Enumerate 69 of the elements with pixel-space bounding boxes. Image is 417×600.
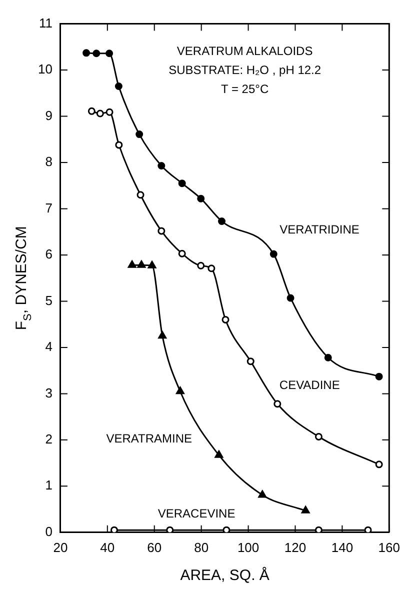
y-tick-label: 5	[45, 292, 52, 308]
point	[214, 450, 224, 458]
y-tick-label: 8	[45, 154, 52, 170]
point	[96, 110, 104, 118]
annotation: SUBSTRATE: H₂O , pH 12.2	[168, 63, 322, 78]
point	[270, 250, 278, 258]
point	[178, 250, 186, 258]
point	[218, 217, 226, 225]
point	[274, 400, 282, 408]
series-label: VERACEVINE	[158, 506, 236, 520]
series-label: VERATRAMINE	[106, 432, 192, 446]
y-axis-title: FS, DYNES/CM	[13, 226, 34, 330]
point	[324, 354, 332, 362]
point	[114, 82, 122, 90]
y-tick-label: 0	[45, 524, 52, 539]
point	[136, 191, 144, 199]
point	[106, 50, 114, 58]
point	[136, 130, 144, 138]
point	[197, 194, 205, 202]
point	[314, 432, 322, 440]
point	[148, 260, 156, 268]
x-tick-label: 40	[100, 540, 115, 555]
series-label: CEVADINE	[279, 378, 340, 392]
point	[246, 358, 254, 366]
series-label: VERATRIDINE	[280, 222, 360, 236]
point	[106, 108, 114, 116]
point	[158, 162, 166, 170]
y-tick-label: 3	[45, 385, 52, 400]
y-tick-label: 6	[45, 246, 52, 262]
point	[92, 50, 100, 58]
x-tick-label: 20	[53, 540, 68, 555]
y-tick-label: 11	[38, 15, 52, 30]
point	[115, 141, 123, 149]
point	[286, 294, 294, 302]
annotation: VERATRUM ALKALOIDS	[176, 44, 313, 58]
point	[137, 260, 146, 268]
x-tick-label: 120	[284, 540, 306, 555]
point	[166, 526, 174, 532]
point	[364, 526, 372, 532]
point	[375, 372, 383, 380]
point	[128, 260, 136, 268]
point	[301, 506, 310, 514]
point	[222, 316, 230, 324]
point	[88, 107, 96, 115]
point	[158, 227, 166, 235]
point	[158, 331, 167, 339]
point	[222, 526, 230, 532]
point	[110, 526, 118, 532]
point	[82, 49, 90, 57]
point	[314, 526, 322, 532]
point	[375, 460, 383, 468]
x-tick-label: 60	[147, 540, 162, 555]
y-tick-label: 9	[45, 108, 52, 123]
x-tick-label: 140	[331, 540, 354, 555]
y-tick-label: 10	[38, 62, 52, 77]
y-tick-label: 7	[45, 200, 52, 216]
annotation: T = 25°C	[221, 82, 269, 96]
x-tick-label: 100	[237, 540, 260, 555]
x-axis-title: AREA, SQ. Å	[180, 566, 270, 584]
y-tick-label: 1	[45, 478, 52, 493]
y-tick-label: 4	[45, 339, 52, 354]
point	[178, 180, 186, 188]
x-tick-label: 160	[378, 540, 400, 555]
point	[208, 264, 216, 272]
point	[258, 490, 267, 498]
point	[176, 386, 184, 394]
x-tick-label: 80	[194, 540, 209, 555]
point	[197, 262, 205, 270]
y-tick-label: 2	[45, 432, 52, 447]
